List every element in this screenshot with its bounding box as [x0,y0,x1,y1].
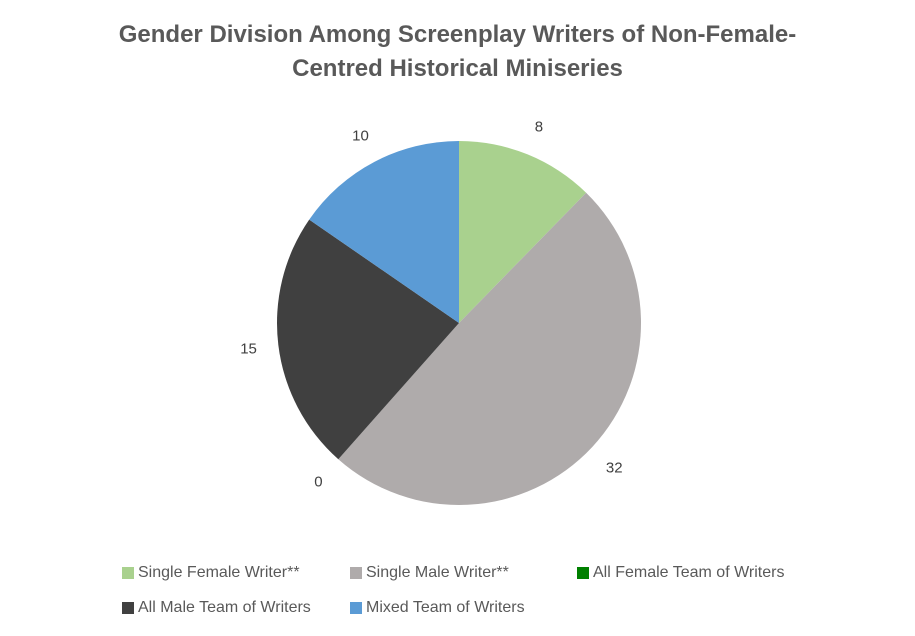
data-label-all-male-team-of-writers: 15 [240,341,257,358]
data-label-all-female-team-of-writers: 0 [314,474,322,491]
data-label-single-male-writer: 32 [606,459,623,476]
data-label-mixed-team-of-writers: 10 [352,127,369,144]
pie-slices [277,141,641,505]
data-label-single-female-writer: 8 [535,119,543,136]
